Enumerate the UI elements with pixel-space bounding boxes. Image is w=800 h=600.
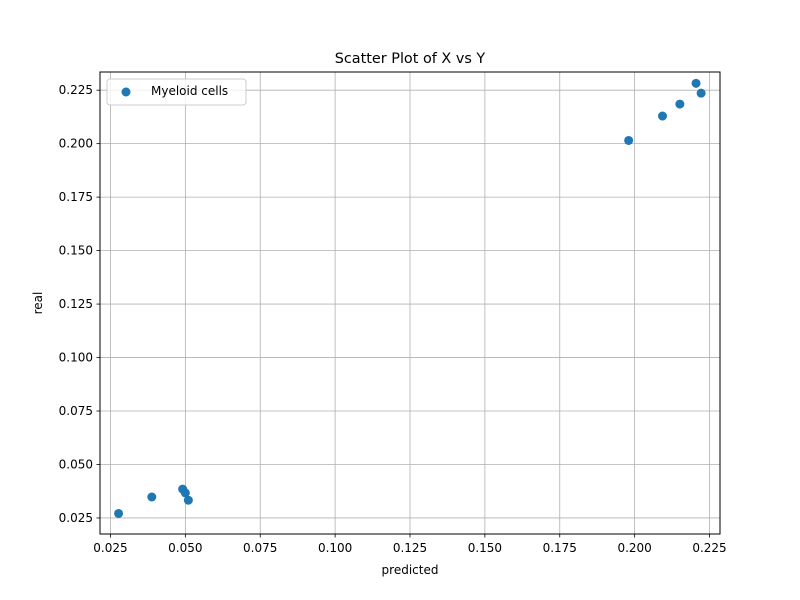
- x-tick-label: 0.100: [318, 541, 352, 555]
- data-point: [624, 135, 634, 145]
- x-tick-label: 0.025: [93, 541, 127, 555]
- legend: Myeloid cells: [106, 78, 247, 106]
- x-tick-label: 0.050: [168, 541, 202, 555]
- y-tick-label: 0.200: [59, 137, 93, 151]
- data-point: [691, 78, 701, 88]
- chart-title: Scatter Plot of X vs Y: [335, 51, 486, 67]
- y-tick-label: 0.025: [59, 511, 93, 525]
- x-tick-label: 0.225: [692, 541, 726, 555]
- x-tick-label: 0.075: [243, 541, 277, 555]
- axis-ticks: 0.025 0.050 0.075 0.100 0.125 0.150 0.175 0.200…: [59, 83, 727, 555]
- legend-marker: [121, 87, 131, 97]
- data-point: [696, 88, 706, 98]
- y-axis-label: real: [31, 292, 45, 315]
- y-tick-label: 0.050: [59, 457, 93, 471]
- y-tick-label: 0.225: [59, 83, 93, 97]
- x-tick-label: 0.200: [617, 541, 651, 555]
- x-tick-label: 0.125: [393, 541, 427, 555]
- x-tick-label: 0.175: [543, 541, 577, 555]
- y-tick-label: 0.150: [59, 244, 93, 258]
- legend-box: [106, 78, 247, 106]
- data-point: [147, 492, 157, 502]
- data-point: [114, 508, 124, 518]
- x-axis-label: predicted: [382, 563, 439, 577]
- legend-label: Myeloid cells: [151, 84, 228, 98]
- data-points: [114, 78, 706, 518]
- data-point: [180, 488, 190, 498]
- y-tick-label: 0.075: [59, 404, 93, 418]
- grid-lines: [100, 72, 720, 534]
- y-tick-label: 0.100: [59, 351, 93, 365]
- data-point: [657, 111, 667, 121]
- y-tick-label: 0.175: [59, 190, 93, 204]
- x-tick-label: 0.150: [468, 541, 502, 555]
- y-tick-label: 0.125: [59, 297, 93, 311]
- data-point: [675, 99, 685, 109]
- data-point: [183, 495, 193, 505]
